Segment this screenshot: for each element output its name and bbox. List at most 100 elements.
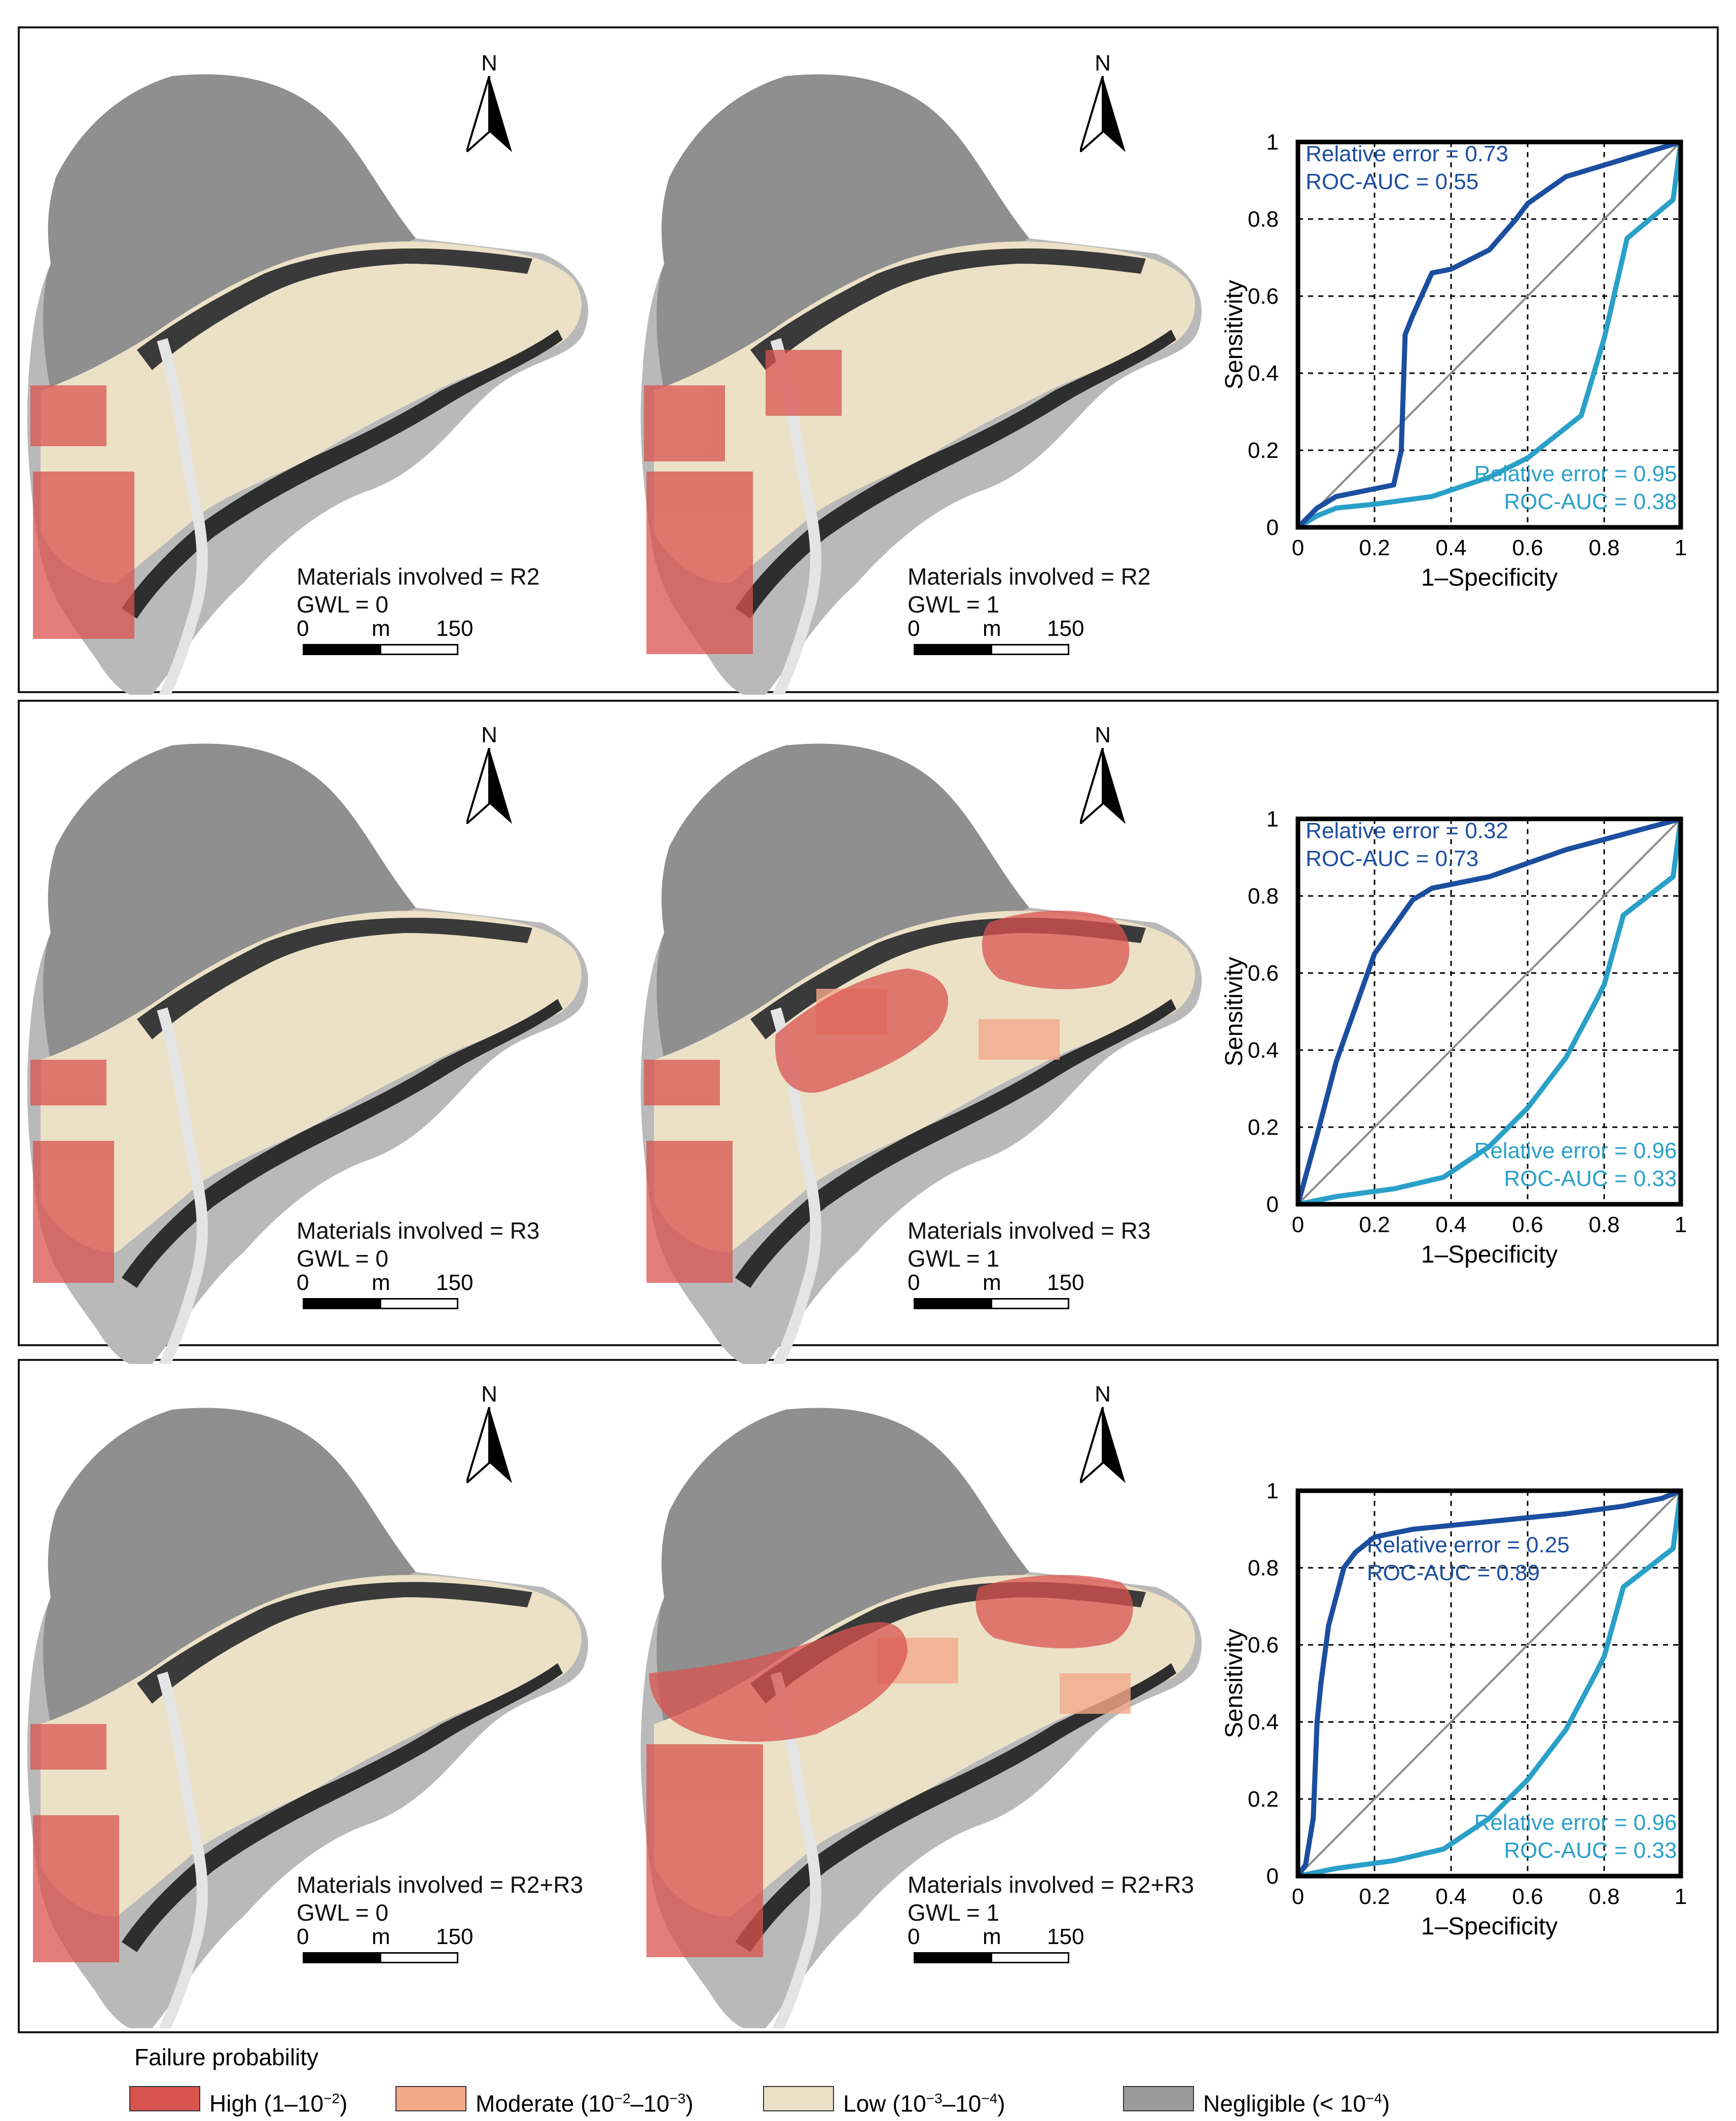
susceptibility-map-r2-gwl0: [27, 74, 589, 695]
scale-bar: 0 m 150: [297, 1270, 473, 1316]
roc-auc-label: ROC-AUC = 0.73: [1306, 846, 1478, 871]
high-probability-zone: [30, 385, 134, 639]
y-tick-label: 0.6: [1248, 961, 1279, 986]
diagonal-reference-line: [1297, 141, 1682, 528]
x-tick-label: 0.8: [1588, 535, 1619, 560]
x-tick-label: 0.4: [1435, 1884, 1466, 1909]
x-tick-label: 0.8: [1588, 1884, 1619, 1909]
relative-error-label: Relative error = 0.25: [1367, 1533, 1570, 1558]
x-tick-label: 0: [1292, 535, 1304, 560]
x-axis-label: 1–Specificity: [1421, 1913, 1558, 1940]
x-tick-label: 0.6: [1512, 535, 1543, 560]
map-materials-label: Materials involved = R2: [908, 563, 1151, 590]
y-tick-label: 0: [1267, 515, 1279, 540]
plot-frame: [1295, 816, 1683, 1207]
roc-curve-gwl1: [1296, 139, 1682, 529]
y-tick-label: 0.2: [1248, 438, 1279, 463]
plot-frame: [1295, 139, 1683, 530]
map-materials-label: Materials involved = R3: [297, 1217, 540, 1244]
roc-chart-2: Relative error = 0.96 ROC-AUC = 0.33 Relat…: [1221, 807, 1687, 1268]
y-tick-label: 0.4: [1248, 361, 1279, 386]
scale-bar: 0 m 150: [297, 1924, 473, 1970]
high-probability-zone: [30, 1060, 114, 1283]
susceptibility-map-r2r3-gwl1: [640, 1408, 1202, 2028]
x-tick-label: 0.2: [1359, 535, 1390, 560]
north-arrow: N: [1080, 1382, 1126, 1483]
y-tick-label: 0.8: [1248, 207, 1279, 232]
x-tick-label: 0.4: [1435, 1212, 1466, 1237]
roc-auc-label: ROC-AUC = 0.38: [1504, 489, 1677, 514]
map-materials-label: Materials involved = R2+R3: [297, 1872, 584, 1898]
y-tick-label: 0: [1267, 1192, 1279, 1217]
legend-title: Failure probability: [134, 2044, 319, 2070]
relative-error-label: Relative error = 0.73: [1306, 141, 1508, 166]
y-tick-label: 0: [1267, 1864, 1279, 1889]
panel-frame-row-1: [18, 26, 1719, 693]
x-tick-label: 1: [1675, 1884, 1687, 1909]
y-tick-label: 0.4: [1248, 1710, 1279, 1735]
relative-error-label: Relative error = 0.96: [1474, 1138, 1677, 1163]
roc-auc-label: ROC-AUC = 0.33: [1504, 1838, 1677, 1863]
legend-label-low: Low (10: [843, 2090, 926, 2117]
north-arrow: N: [466, 51, 512, 152]
relative-error-label: Relative error = 0.96: [1474, 1810, 1677, 1835]
north-arrow-icon: [466, 76, 512, 152]
y-tick-label: 0.6: [1248, 284, 1279, 309]
x-tick-label: 1: [1675, 535, 1687, 560]
map-materials-label: Materials involved = R2+R3: [908, 1872, 1195, 1898]
roc-auc-label: ROC-AUC = 0.89: [1367, 1561, 1540, 1586]
legend-label-negligible: Negligible (< 10: [1203, 2090, 1366, 2117]
roc-curve-gwl0: [1296, 141, 1683, 530]
scale-bar: 0 m 150: [908, 1924, 1084, 1970]
north-arrow-icon: [1080, 1407, 1126, 1483]
legend-swatch-moderate: [395, 2086, 466, 2111]
scale-bar: 0 m 150: [908, 1270, 1084, 1316]
map-gwl-label: GWL = 0: [297, 1899, 389, 1926]
legend-swatch-negligible: [1123, 2086, 1194, 2111]
y-axis-label: Sensitivity: [1221, 957, 1248, 1066]
x-tick-label: 0.8: [1588, 1212, 1619, 1237]
high-probability-zone: [646, 1575, 1133, 1957]
north-arrow-icon: [466, 1407, 512, 1483]
y-tick-label: 0.2: [1248, 1115, 1279, 1140]
panel-frame-row-2: [18, 700, 1719, 1346]
north-arrow-icon: [1080, 76, 1126, 152]
north-arrow: N: [466, 723, 512, 824]
map-gwl-label: GWL = 1: [908, 1245, 1000, 1272]
x-tick-label: 0.2: [1359, 1212, 1390, 1237]
north-arrow-icon: [1080, 748, 1126, 824]
y-tick-label: 0.8: [1248, 884, 1279, 909]
x-tick-label: 0.6: [1512, 1884, 1543, 1909]
legend-label-high: High (1–10: [209, 2090, 324, 2117]
relative-error-label: Relative error = 0.95: [1474, 461, 1677, 486]
roc-chart-1: Relative error = 0.95 ROC-AUC = 0.38 Relat…: [1221, 130, 1687, 591]
susceptibility-map-r3-gwl0: [27, 743, 589, 1364]
relative-error-label: Relative error = 0.32: [1306, 818, 1508, 843]
map-gwl-label: GWL = 0: [297, 1245, 389, 1272]
map-gwl-label: GWL = 0: [297, 591, 389, 618]
x-axis-label: 1–Specificity: [1421, 1241, 1558, 1268]
diagonal-reference-line: [1297, 818, 1682, 1205]
high-probability-zone: [644, 911, 1130, 1283]
north-arrow-icon: [466, 748, 512, 824]
roc-auc-label: ROC-AUC = 0.33: [1504, 1166, 1677, 1191]
roc-curve-gwl1: [1295, 816, 1682, 1205]
high-probability-zone: [30, 1724, 119, 1962]
y-tick-label: 1: [1267, 807, 1279, 832]
x-tick-label: 0.4: [1435, 535, 1466, 560]
north-arrow: N: [466, 1382, 512, 1483]
x-tick-label: 0.2: [1359, 1884, 1390, 1909]
x-tick-label: 0: [1292, 1884, 1304, 1909]
north-arrow: N: [1080, 51, 1126, 152]
map-materials-label: Materials involved = R3: [908, 1217, 1151, 1244]
susceptibility-map-r2-gwl1: [640, 74, 1202, 695]
legend-swatch-high: [129, 2086, 200, 2111]
map-materials-label: Materials involved = R2: [297, 563, 540, 590]
grid: [1298, 1491, 1681, 1876]
diagonal-reference-line: [1297, 1490, 1682, 1877]
north-arrow: N: [1080, 723, 1126, 824]
x-axis-label: 1–Specificity: [1421, 564, 1558, 591]
x-tick-label: 0.6: [1512, 1212, 1543, 1237]
roc-curve-gwl1: [1295, 1488, 1682, 1878]
y-tick-label: 0.8: [1248, 1556, 1279, 1580]
